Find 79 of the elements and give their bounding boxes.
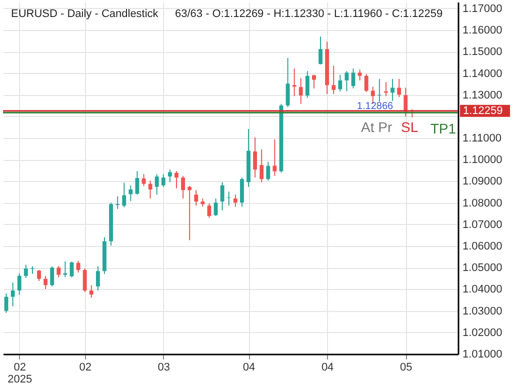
candlestick xyxy=(272,138,277,176)
y-tick-label: 1.10000 xyxy=(462,154,502,166)
candlestick xyxy=(17,272,22,296)
y-tick-label: 1.11000 xyxy=(462,132,502,145)
candlestick xyxy=(292,68,296,97)
candlestick xyxy=(332,65,336,94)
candlestick xyxy=(351,68,356,89)
candlestick xyxy=(181,175,185,200)
x-tick-label: 04 xyxy=(321,362,334,374)
candlestick xyxy=(122,182,126,208)
y-tick-label: 1.03000 xyxy=(462,305,502,318)
y-tick-label: 1.05000 xyxy=(462,262,502,274)
x-tick-label: 04 xyxy=(242,362,256,374)
candlestick xyxy=(390,78,394,102)
x-tick-label: 02 2025 xyxy=(8,362,32,386)
x-tick-label: 03 xyxy=(158,362,170,374)
candlestick xyxy=(135,170,140,196)
candlestick xyxy=(404,87,408,117)
candlestick xyxy=(364,74,368,93)
candlestick xyxy=(286,57,290,108)
candlestick xyxy=(10,282,15,307)
candlestick xyxy=(161,174,166,188)
candlestick xyxy=(56,265,61,278)
candlestick xyxy=(174,170,178,189)
y-tick-label: 1.08000 xyxy=(462,197,502,210)
candlestick xyxy=(188,185,192,241)
y-tick-label: 1.13000 xyxy=(462,89,502,102)
y-tick-label: 1.01000 xyxy=(462,348,502,360)
candlestick xyxy=(207,202,212,218)
candlestick xyxy=(76,260,80,274)
candlestick xyxy=(89,284,94,298)
candlestick xyxy=(298,78,303,104)
y-tick-label: 1.17000 xyxy=(462,2,502,15)
candlestick xyxy=(168,169,172,183)
text: 63/63 - O:1.12269 - H:1.12330 - L:1.11960 - C:1.12259 xyxy=(175,8,443,20)
annotation: SL xyxy=(401,118,418,135)
candlestick xyxy=(266,161,270,182)
candlestick xyxy=(116,196,120,210)
annotation: 1.12866 xyxy=(356,101,394,112)
x-tick-label: 05 xyxy=(400,362,412,374)
candlestick xyxy=(253,136,258,178)
candlestick xyxy=(63,260,68,278)
candlestick xyxy=(312,74,316,89)
candlestick xyxy=(233,194,238,208)
candlestick xyxy=(260,148,264,183)
candlestick xyxy=(37,269,41,282)
candlestick xyxy=(154,174,159,196)
ref-line-label: 1.12259 xyxy=(463,104,503,117)
y-tick-label: 1.04000 xyxy=(462,284,502,296)
candlestick xyxy=(220,182,224,211)
candlestick xyxy=(318,36,322,65)
candlestick xyxy=(240,177,244,208)
candlestick xyxy=(142,174,146,186)
candlestick xyxy=(194,190,198,206)
candlestick xyxy=(226,191,231,206)
candlestick xyxy=(397,78,402,98)
candlestick xyxy=(24,264,28,278)
y-tick-label: 1.14000 xyxy=(462,68,502,80)
y-tick-label: 1.02000 xyxy=(462,326,502,339)
y-tick-label: 1.09000 xyxy=(462,176,502,188)
candlestick xyxy=(50,266,54,287)
candlestick xyxy=(358,69,362,81)
candlestick xyxy=(70,261,74,278)
text: EURUSD - Daily - Candlestick xyxy=(11,8,159,20)
candlestick xyxy=(44,275,48,290)
y-tick-label: 1.07000 xyxy=(462,218,502,231)
candlestick xyxy=(305,70,310,98)
x-tick-label: 02 xyxy=(79,362,92,374)
ref-line-label: TP1 xyxy=(430,120,456,137)
annotation: At Pr xyxy=(361,118,392,135)
y-tick-label: 1.06000 xyxy=(462,240,502,253)
candlestick xyxy=(338,74,342,92)
candlestick xyxy=(82,268,87,293)
y-tick-label: 1.15000 xyxy=(462,46,502,58)
candlestick xyxy=(344,70,349,92)
candlestick xyxy=(128,184,133,202)
candlestick xyxy=(148,180,152,200)
candlestick xyxy=(96,266,100,292)
y-tick-label: 1.16000 xyxy=(462,24,502,37)
